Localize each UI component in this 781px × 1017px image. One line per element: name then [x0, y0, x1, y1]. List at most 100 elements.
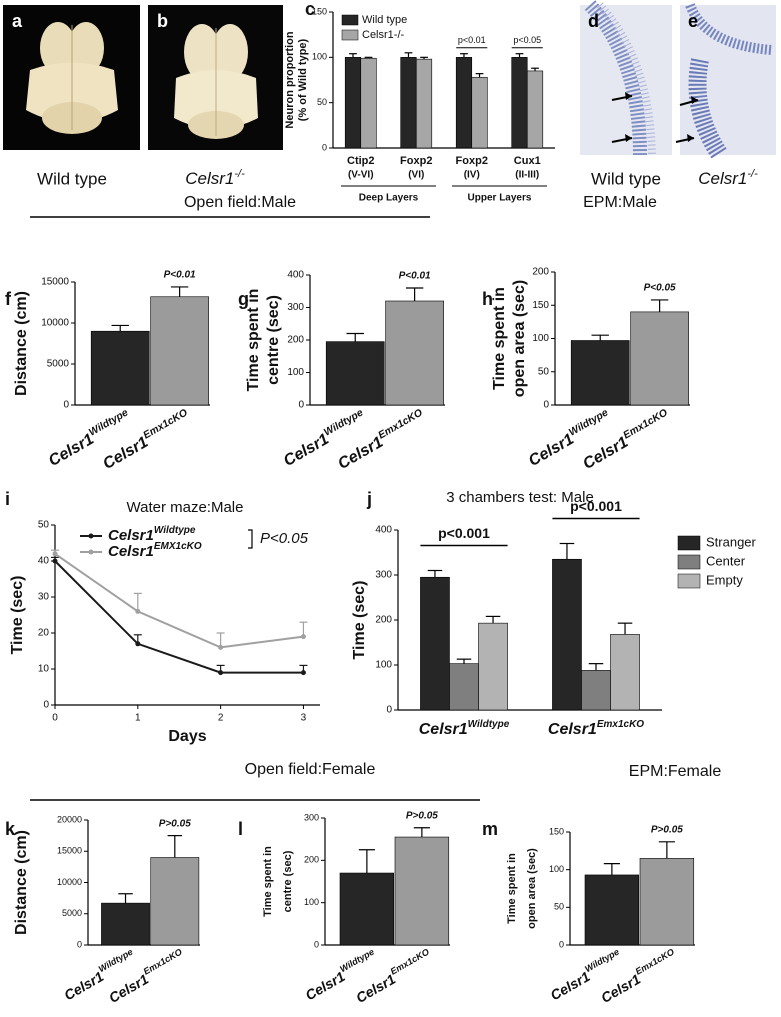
y-axis-label: Distance (cm) — [13, 830, 30, 935]
bar — [360, 57, 377, 149]
legend-label: Wild type — [362, 14, 407, 26]
error-bar — [460, 53, 468, 58]
y-axis-label: Time spent in — [506, 853, 518, 924]
x-tick-sublabel: (V-VI) — [348, 170, 374, 181]
x-tick-label: Cux1 — [514, 155, 541, 167]
bar — [639, 858, 695, 946]
y-tick-label: 10 — [38, 664, 50, 675]
panel-letter: i — [5, 489, 10, 509]
series-line — [54, 552, 304, 649]
text-sup: Emx1cKO — [621, 407, 669, 441]
panel-letter: c — [305, 0, 315, 19]
bar — [552, 558, 582, 711]
y-tick-label: 0 — [386, 705, 392, 716]
y-tick-label: 5000 — [47, 359, 70, 370]
y-tick-label: 30 — [38, 592, 50, 603]
error-bar — [475, 73, 484, 78]
error-bar — [349, 53, 357, 58]
y-tick-label: 0 — [559, 939, 564, 949]
y-axis-label: open area (sec) — [511, 280, 528, 397]
y-tick-label: 400 — [287, 270, 304, 281]
error-bar — [485, 615, 501, 624]
bar — [420, 576, 450, 711]
point — [135, 608, 141, 614]
point — [135, 641, 141, 647]
bar — [415, 58, 433, 149]
panel-letter: f — [5, 289, 12, 309]
text-base: Celsr1 — [185, 169, 234, 188]
bar — [455, 57, 473, 149]
bar — [101, 902, 150, 946]
bar — [394, 836, 450, 946]
error-bar — [456, 658, 472, 664]
x-tick-sublabel: (II-III) — [515, 170, 539, 181]
y-tick-label: 0 — [322, 142, 327, 152]
panel-letter: j — [366, 489, 372, 509]
annotation: p<0.001 — [438, 525, 490, 541]
text-base: Celsr1 — [302, 968, 347, 1003]
error-bar — [413, 827, 430, 838]
x-tick-sublabel: (IV) — [464, 170, 480, 181]
text-base: Celsr1 — [526, 431, 577, 470]
error-bar — [167, 835, 183, 858]
bar — [526, 70, 544, 149]
x-tick-label: Ctip2 — [347, 155, 375, 167]
error-bar — [650, 299, 669, 312]
legend-label: Empty — [706, 572, 743, 587]
y-tick-label: 100 — [532, 333, 549, 344]
error-bar — [133, 592, 142, 612]
chart-title: Water maze:Male — [127, 499, 244, 516]
text-sup: Wildtype — [468, 719, 510, 730]
y-tick-label: 200 — [304, 855, 319, 865]
y-tick-label: 15000 — [41, 277, 69, 288]
photo-a — [3, 5, 140, 150]
error-bar — [420, 56, 428, 60]
text-base: Celsr1 — [46, 431, 97, 470]
image-caption: Wild type — [37, 169, 107, 188]
bar — [471, 76, 488, 149]
panel-letter: k — [5, 819, 16, 839]
text-base: Celsr1 — [547, 968, 592, 1003]
legend-swatch — [341, 29, 359, 41]
x-tick-sublabel: (VI) — [408, 170, 424, 181]
error-bar — [531, 67, 539, 71]
y-tick-label: 5000 — [62, 908, 82, 918]
histology-d — [580, 0, 672, 156]
text-base: Celsr1 — [353, 970, 398, 1005]
text-sup: Wildtype — [154, 525, 196, 536]
y-tick-label: 400 — [375, 525, 392, 536]
y-tick-label: 200 — [287, 335, 304, 346]
error-bar — [658, 841, 675, 859]
y-axis-label: Time spent in — [245, 289, 262, 392]
section-heading: Open field:Female — [245, 761, 376, 778]
x-axis-label: Days — [168, 728, 206, 745]
x-tick-label: 1 — [135, 713, 141, 724]
bar — [449, 663, 479, 711]
point — [218, 670, 224, 676]
y-tick-label: 20 — [38, 628, 50, 639]
image-caption: Celsr1-/- — [698, 168, 758, 189]
text-sup: EMX1cKO — [154, 541, 202, 552]
panel-letter: d — [588, 11, 599, 31]
image-caption: Wild type — [591, 169, 661, 188]
text-sup: Emx1cKO — [597, 719, 644, 730]
legend-swatch — [341, 14, 359, 26]
annotation: P>0.05 — [651, 824, 683, 835]
legend-marker — [88, 533, 94, 539]
error-bar — [588, 663, 604, 671]
text-sup: Wildtype — [338, 947, 376, 975]
x-tick-label: 3 — [301, 713, 307, 724]
text-base: Celsr1 — [108, 543, 154, 560]
error-bar — [358, 849, 375, 874]
bar — [339, 872, 395, 946]
annotation-bracket — [248, 529, 253, 549]
y-axis-label: Time spent in — [491, 287, 508, 390]
panel-letter: l — [238, 819, 243, 839]
y-tick-label: 0 — [298, 400, 304, 411]
annotation: P<0.01 — [164, 270, 196, 281]
y-axis-label: Time (sec) — [9, 576, 26, 655]
error-bar — [118, 893, 133, 904]
text-sup: Wildtype — [583, 947, 621, 975]
legend-label: Stranger — [706, 534, 757, 549]
